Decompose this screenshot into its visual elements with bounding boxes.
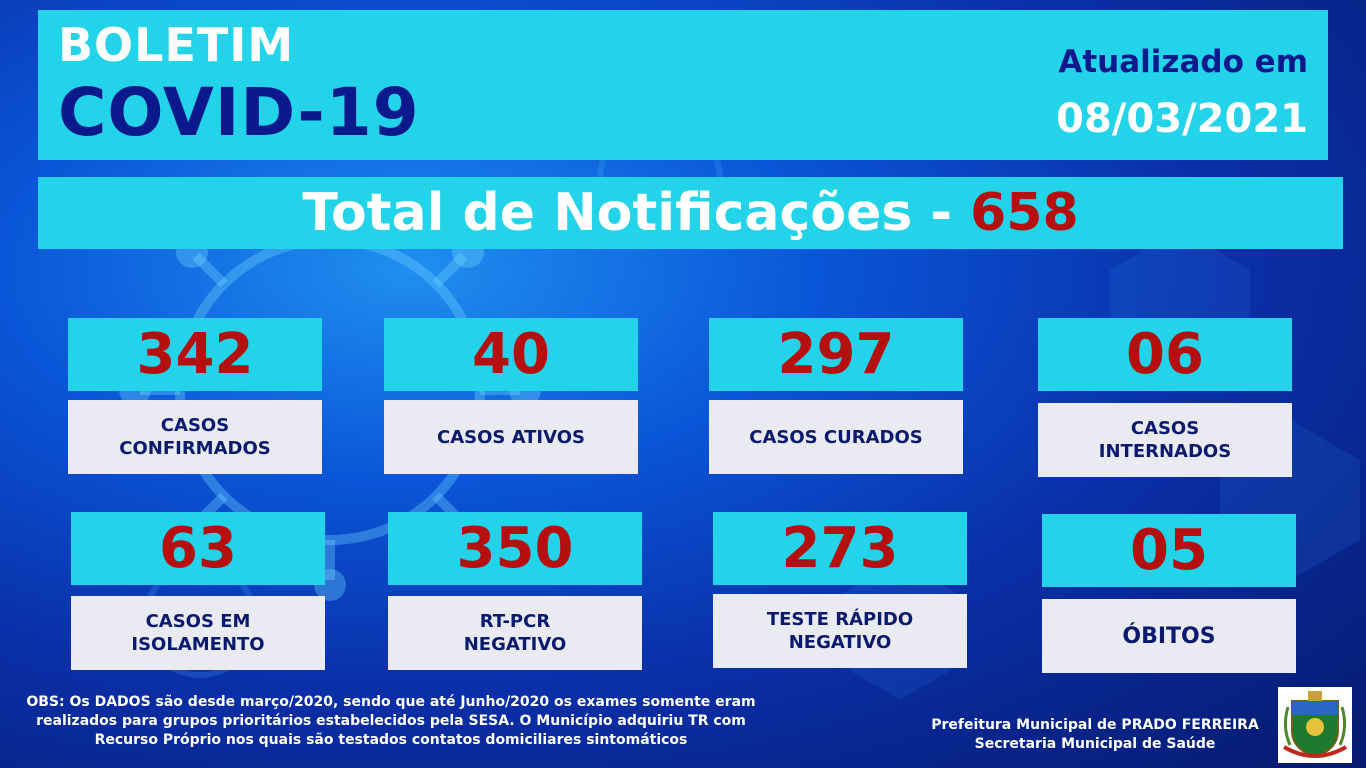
gov-line: Prefeitura Municipal de PRADO FERREIRA [931, 717, 1259, 733]
total-notifications: Total de Notificações - 658 [38, 177, 1343, 249]
obs-line: OBS: Os DADOS são desde março/2020, send… [26, 694, 756, 710]
obs-line: Recurso Próprio nos quais são testados c… [94, 732, 688, 748]
stat-value-active: 40 [384, 318, 638, 391]
observation-note: OBS: Os DADOS são desde março/2020, send… [16, 693, 766, 750]
stat-label-rtpcr: RT-PCR NEGATIVO [388, 596, 642, 670]
stat-value-isolation: 63 [71, 512, 325, 585]
stat-label-active: CASOS ATIVOS [384, 400, 638, 474]
stat-value-rtpcr: 350 [388, 512, 642, 585]
total-label: Total de Notificações - [302, 183, 971, 243]
updated-date: 08/03/2021 [1056, 96, 1308, 142]
header-panel [38, 10, 1328, 160]
stat-label-text: CASOS EM ISOLAMENTO [131, 611, 265, 655]
stat-value-hospitalized: 06 [1038, 318, 1292, 391]
stat-label-rapid-test: TESTE RÁPIDO NEGATIVO [713, 594, 967, 668]
stat-label-text: CASOS CURADOS [749, 426, 923, 448]
stat-label-recovered: CASOS CURADOS [709, 400, 963, 474]
stat-label-text: ÓBITOS [1122, 623, 1216, 649]
stat-value-rapid-test: 273 [713, 512, 967, 585]
stat-label-hospitalized: CASOS INTERNADOS [1038, 403, 1292, 477]
stat-label-isolation: CASOS EM ISOLAMENTO [71, 596, 325, 670]
municipal-crest-icon [1278, 687, 1352, 763]
total-value: 658 [970, 183, 1079, 243]
stat-label-text: RT-PCR NEGATIVO [463, 611, 567, 655]
stat-value-deaths: 05 [1042, 514, 1296, 587]
stat-label-text: CASOS CONFIRMADOS [119, 415, 271, 459]
stat-label-text: CASOS INTERNADOS [1098, 418, 1232, 462]
stat-label-text: TESTE RÁPIDO NEGATIVO [766, 609, 914, 653]
stat-label-deaths: ÓBITOS [1042, 599, 1296, 673]
stat-label-confirmed: CASOS CONFIRMADOS [68, 400, 322, 474]
stat-value-confirmed: 342 [68, 318, 322, 391]
stat-value-recovered: 297 [709, 318, 963, 391]
obs-line: realizados para grupos prioritários esta… [36, 713, 746, 729]
title-covid: COVID-19 [58, 74, 420, 151]
stat-label-text: CASOS ATIVOS [436, 426, 586, 448]
updated-label: Atualizado em [1058, 44, 1308, 80]
title-boletim: BOLETIM [58, 18, 295, 72]
gov-line: Secretaria Municipal de Saúde [974, 736, 1216, 752]
government-credit: Prefeitura Municipal de PRADO FERREIRA S… [920, 716, 1270, 754]
